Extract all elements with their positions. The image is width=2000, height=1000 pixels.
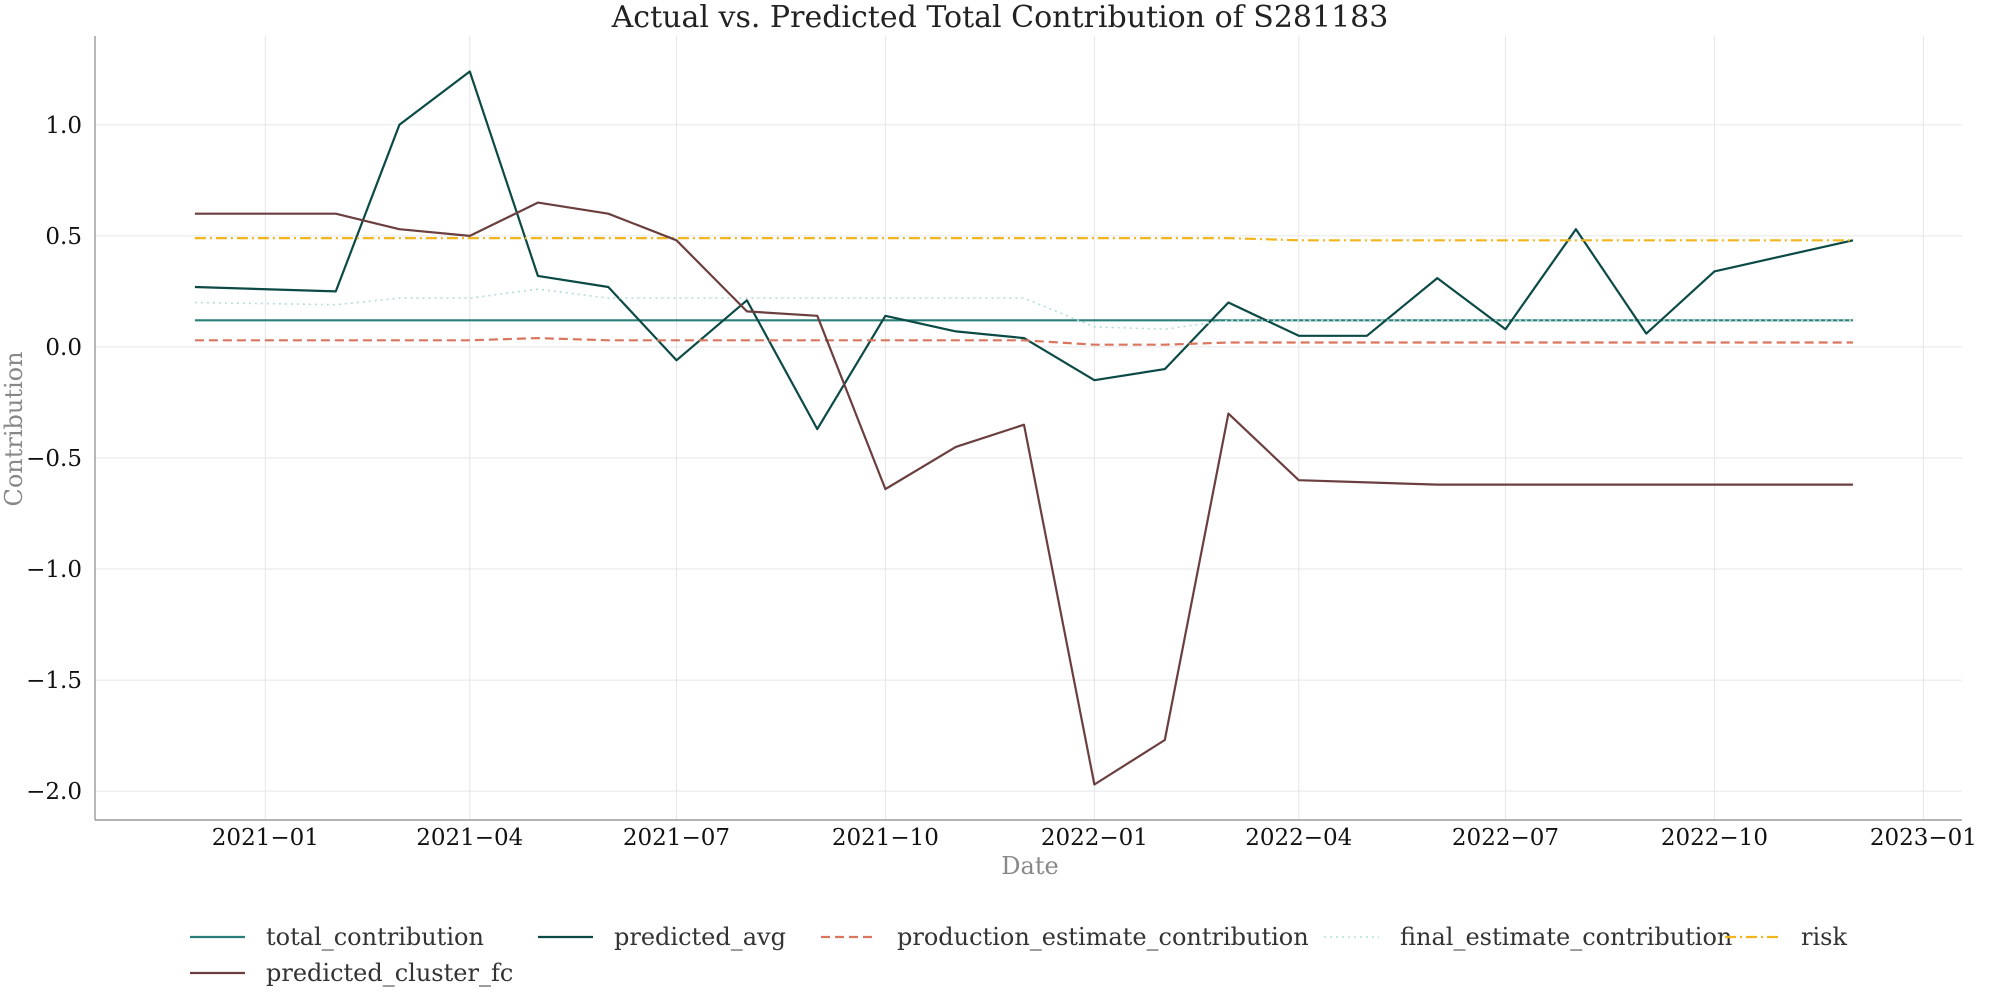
series-line-production-estimate-contribution [194, 337, 1853, 346]
legend-label-total-contribution: total_contribution [266, 923, 484, 951]
y-tick-label: −1.0 [26, 557, 82, 583]
x-tick-label: 2022−01 [1041, 825, 1148, 851]
series-line-final-estimate-contribution [194, 288, 1853, 331]
x-tick-label: 2022−04 [1245, 825, 1352, 851]
x-tick-label: 2021−10 [832, 825, 939, 851]
legend-label-risk: risk [1801, 923, 1847, 951]
x-tick-label: 2021−07 [623, 825, 730, 851]
x-tick-label: 2023−01 [1870, 825, 1977, 851]
grid [95, 36, 1962, 820]
axes-spines [94, 36, 1962, 821]
y-tick-label: −2.0 [26, 779, 82, 805]
y-axis-label: Contribution [0, 351, 28, 506]
series-line-predicted-avg [194, 70, 1854, 431]
legend-label-predicted-cluster-fc: predicted_cluster_fc [266, 959, 513, 987]
series-layer [194, 70, 1854, 786]
y-tick-label: 1.0 [45, 113, 82, 139]
y-ticks: −2.0 −1.5 −1.0 −0.5 0.0 0.5 1.0 [26, 113, 82, 805]
y-tick-label: 0.0 [45, 335, 82, 361]
legend: total_contribution predicted_avg productio… [190, 923, 1847, 987]
y-tick-label: −1.5 [26, 668, 82, 694]
x-tick-label: 2022−10 [1661, 825, 1768, 851]
x-axis-label: Date [1001, 852, 1058, 880]
x-ticks: 2021−01 2021−04 2021−07 2021−10 2022−01 2022−… [212, 825, 1977, 851]
series-line-risk [194, 237, 1853, 242]
legend-label-production-estimate-contribution: production_estimate_contribution [897, 923, 1309, 951]
chart-title: Actual vs. Predicted Total Contribution … [611, 0, 1389, 35]
legend-label-predicted-avg: predicted_avg [614, 923, 786, 951]
y-tick-label: −0.5 [26, 446, 82, 472]
legend-label-final-estimate-contribution: final_estimate_contribution [1400, 923, 1732, 951]
x-tick-label: 2021−04 [416, 825, 523, 851]
x-tick-label: 2021−01 [212, 825, 319, 851]
series-line-predicted-cluster-fc [194, 201, 1853, 786]
y-tick-label: 0.5 [45, 224, 82, 250]
x-tick-label: 2022−07 [1452, 825, 1559, 851]
